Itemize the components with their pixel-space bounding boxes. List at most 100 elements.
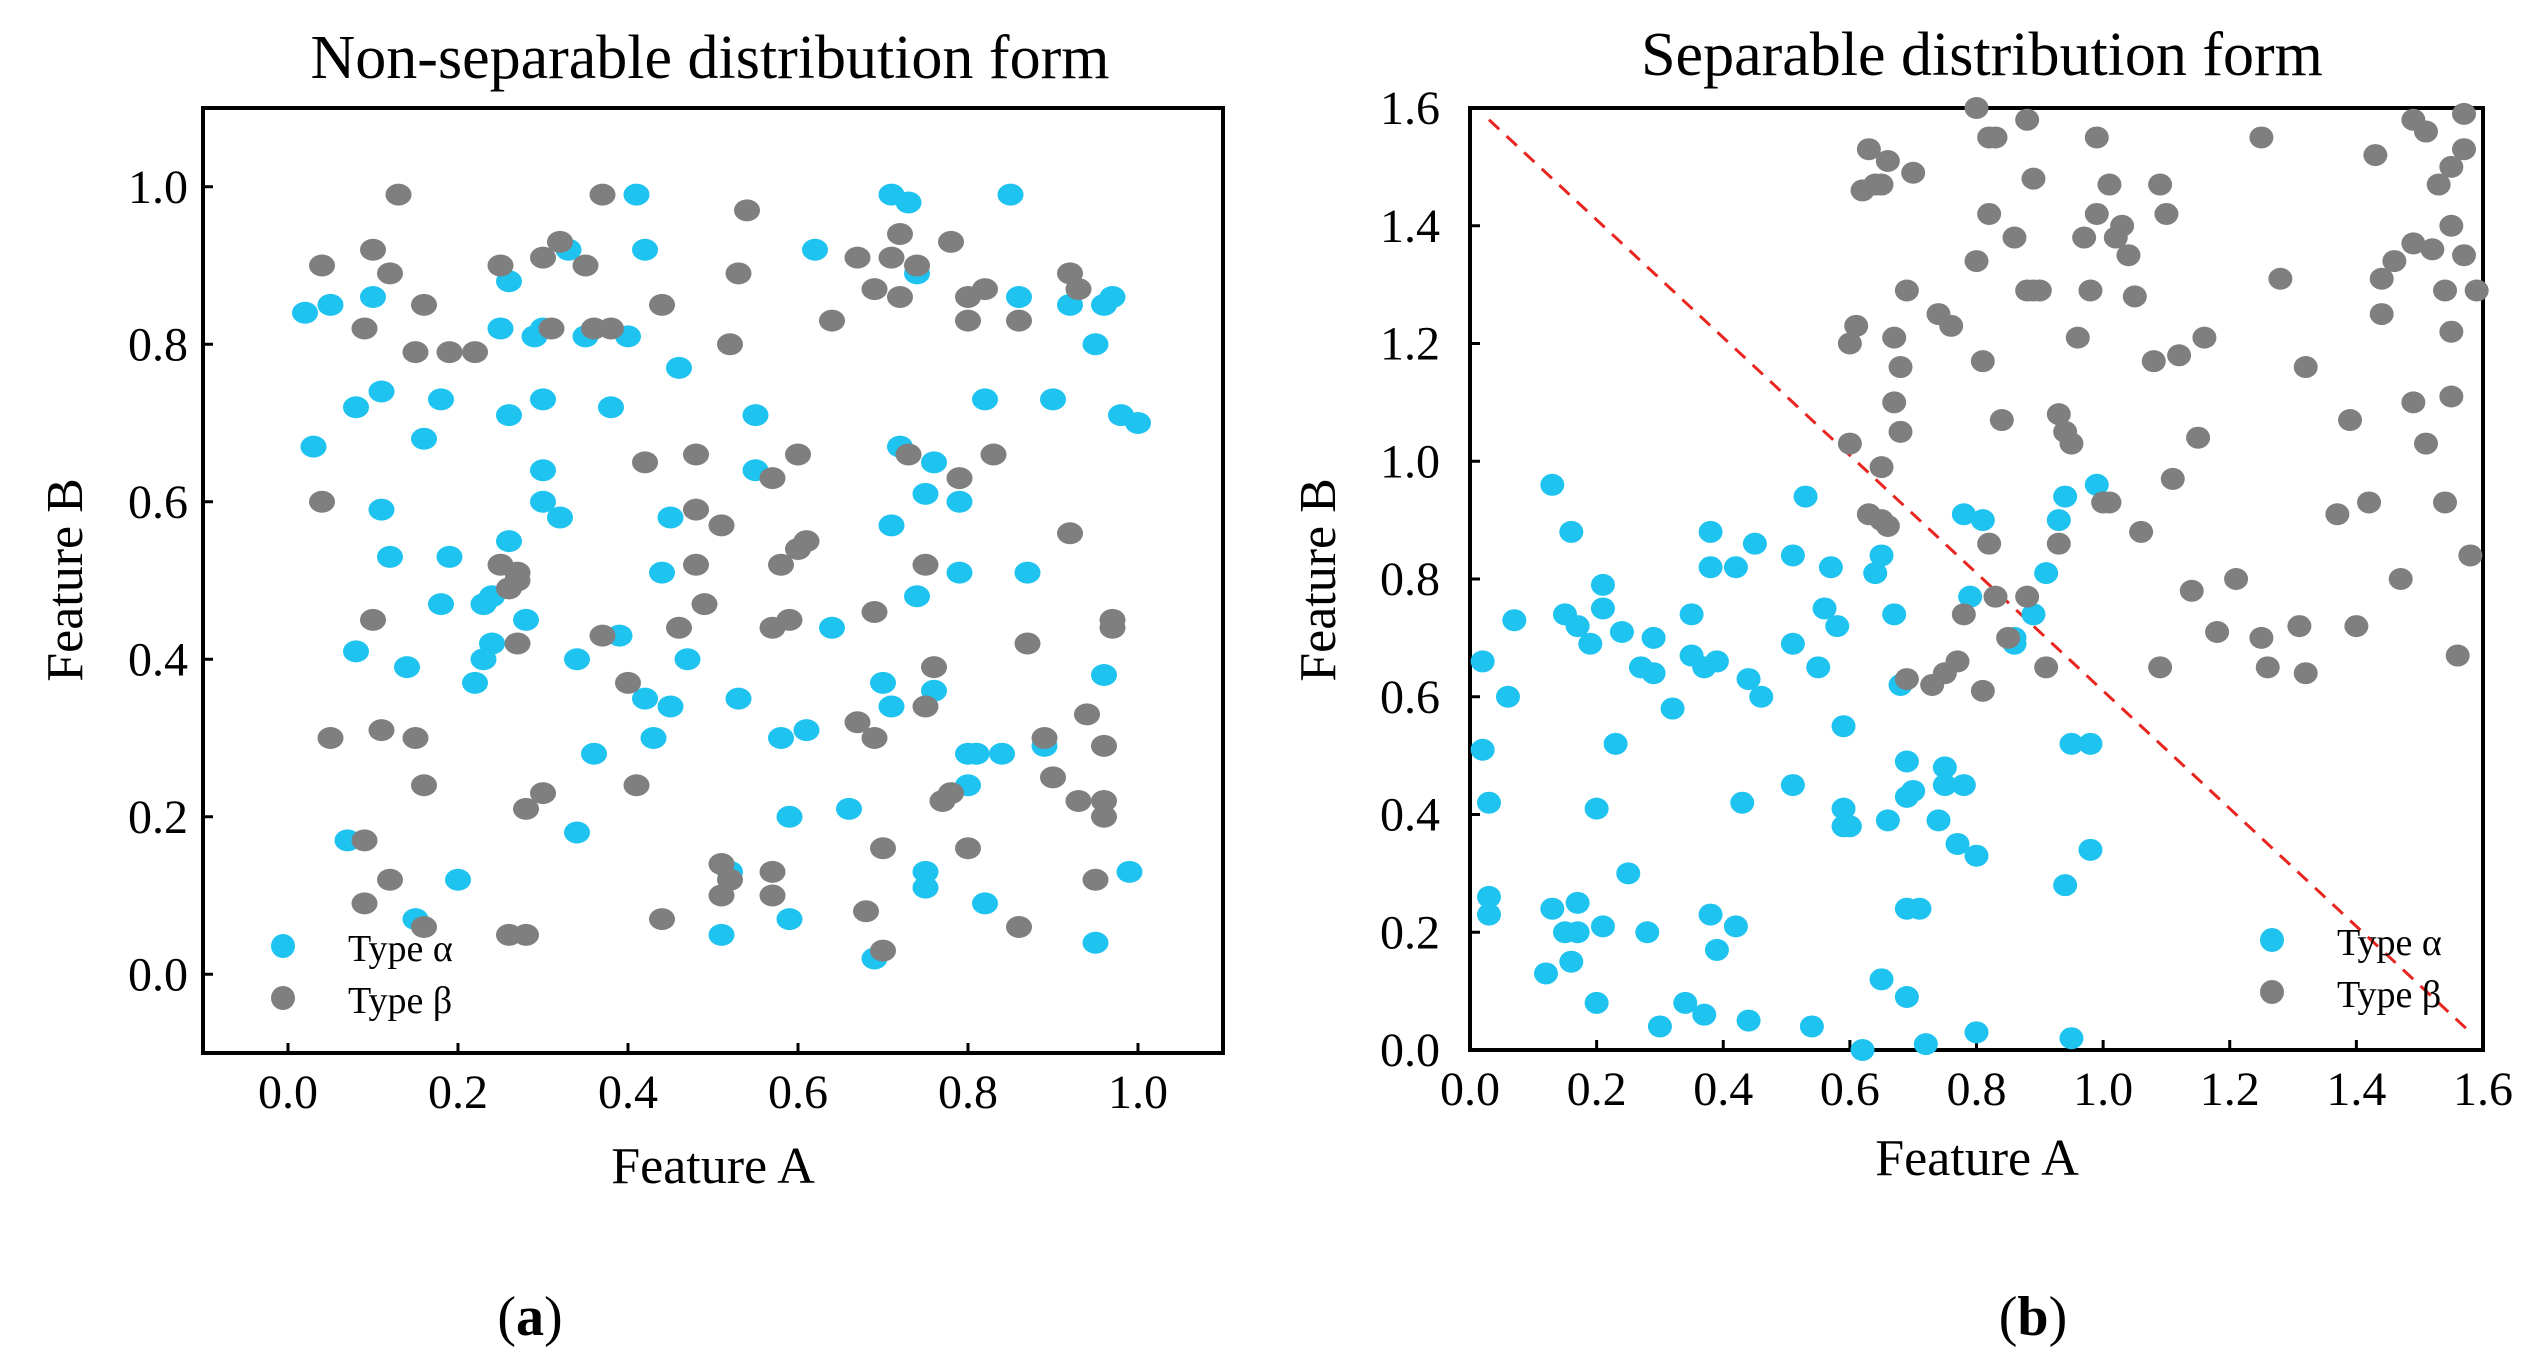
- panel-a-point-alpha: [496, 530, 522, 553]
- panel-a-ytick-label: 0.2: [128, 791, 188, 844]
- panel-a-point-alpha: [1040, 388, 1066, 411]
- panel-a-point-beta: [912, 553, 939, 576]
- panel-a-ytick-label: 0.4: [128, 633, 188, 686]
- panel-b-point-beta: [2141, 350, 2166, 373]
- panel-b-point-alpha: [1951, 774, 1976, 797]
- panel-a-point-alpha: [946, 490, 973, 513]
- panel-a-point-beta: [878, 246, 905, 269]
- panel-b-point-alpha: [2078, 732, 2103, 755]
- panel-b-point-beta: [2414, 120, 2439, 143]
- panel-b-point-beta: [2059, 432, 2084, 455]
- panel-b-point-alpha: [1495, 685, 1520, 708]
- panel-b-point-alpha: [1476, 791, 1501, 814]
- panel-a-point-beta: [725, 262, 752, 285]
- panel-a-point-alpha: [742, 404, 769, 427]
- panel-b-point-alpha: [1894, 750, 1919, 773]
- panel-a-point-alpha: [428, 388, 454, 411]
- panel-b-xtick-label: 1.2: [2200, 1063, 2260, 1116]
- panel-b-point-beta: [1844, 314, 1869, 337]
- panel-b-point-beta: [1951, 603, 1976, 626]
- panel-a-ylabel: Feature B: [37, 478, 94, 682]
- panel-a-xtick-label: 0.8: [938, 1066, 998, 1119]
- panel-a-point-alpha: [1082, 333, 1109, 356]
- panel-a-point-alpha: [878, 514, 905, 537]
- panel-a-point-alpha: [360, 286, 386, 308]
- panel-b-point-alpha: [1673, 991, 1698, 1014]
- panel-a-point-beta: [912, 695, 939, 718]
- panel-a-point-alpha: [564, 821, 590, 844]
- panel-b-caption-letter: b: [2017, 1286, 2048, 1348]
- panel-b-point-beta: [2452, 102, 2477, 125]
- panel-b-point-alpha: [1603, 732, 1628, 755]
- panel-a-point-beta: [309, 490, 335, 513]
- panel-b-point-beta: [2433, 491, 2458, 514]
- panel-b-point-beta: [1894, 668, 1919, 691]
- panel-b-point-beta: [1989, 409, 2014, 432]
- panel-a-point-beta: [615, 671, 641, 694]
- panel-b-legend-alpha-marker: [2260, 928, 2284, 952]
- panel-a-point-alpha: [972, 388, 998, 411]
- panel-a-point-beta: [793, 530, 820, 553]
- panel-a-point-beta: [649, 908, 675, 931]
- panel-a-ytick-label: 0.8: [128, 318, 188, 371]
- panel-b-point-beta: [2401, 391, 2426, 414]
- panel-a-point-beta: [1082, 868, 1109, 891]
- panel-b-point-alpha: [2046, 509, 2071, 532]
- panel-b-point-beta: [2116, 244, 2141, 267]
- panel-a-point-beta: [351, 829, 378, 852]
- panel-b-point-beta: [1945, 650, 1970, 673]
- panel-a-point-alpha: [793, 719, 820, 742]
- panel-a-point-beta: [904, 254, 930, 277]
- panel-a-point-beta: [759, 467, 786, 490]
- panel-b-point-alpha: [1907, 897, 1932, 920]
- panel-b-point-alpha: [1736, 1009, 1761, 1032]
- panel-b-point-beta: [2433, 279, 2458, 302]
- panel-a-point-alpha: [343, 640, 369, 663]
- panel-a-xlabel: Feature A: [611, 1138, 815, 1195]
- panel-b-point-beta: [2084, 202, 2109, 225]
- panel-b-point-alpha: [1951, 503, 1976, 526]
- panel-b-point-alpha: [1578, 632, 1603, 655]
- panel-b-point-alpha: [1565, 615, 1590, 638]
- panel-b-point-alpha: [1559, 520, 1584, 543]
- panel-a-point-beta: [853, 900, 879, 923]
- panel-a-point-beta: [462, 341, 488, 364]
- panel-a-point-beta: [360, 238, 386, 261]
- panel-b-point-alpha: [1476, 885, 1501, 908]
- panel-b-point-beta: [1983, 585, 2008, 608]
- panel-a-nonseparable: Non-separable distribution form 0.0 0.2 0.…: [37, 24, 1225, 1348]
- panel-b-point-alpha: [2053, 874, 2078, 897]
- panel-b-point-alpha: [1932, 756, 1957, 779]
- panel-b-separator-line: [1487, 118, 2472, 1034]
- panel-a-point-beta: [589, 183, 616, 206]
- panel-a-point-beta: [436, 341, 463, 364]
- panel-a-point-beta: [623, 774, 650, 797]
- panel-b-point-beta: [2445, 644, 2470, 667]
- panel-b-point-beta: [2369, 267, 2394, 290]
- panel-a-legend-alpha-marker: [271, 934, 295, 958]
- panel-b-point-beta: [1837, 332, 1862, 355]
- panel-a-point-beta: [785, 443, 811, 466]
- panel-a-point-alpha: [1014, 561, 1041, 584]
- panel-a-xtick-label: 1.0: [1108, 1066, 1168, 1119]
- panel-b-xlabel: Feature A: [1875, 1130, 2079, 1187]
- panel-a-point-beta: [980, 443, 1007, 466]
- panel-a-legend-beta-label: Type β: [348, 980, 452, 1022]
- panel-b-point-beta: [1894, 279, 1919, 302]
- panel-b-point-beta: [1977, 202, 2002, 225]
- panel-a-point-beta: [887, 223, 913, 245]
- panel-a-point-alpha: [1125, 412, 1151, 434]
- panel-b-point-beta: [2293, 356, 2318, 379]
- panel-b-point-beta: [2287, 615, 2312, 638]
- panel-b-point-alpha: [1780, 544, 1805, 567]
- panel-b-point-beta: [2034, 656, 2059, 679]
- panel-b-point-beta: [2160, 467, 2185, 490]
- panel-b-point-alpha: [1932, 774, 1957, 797]
- panel-a-xtick-label: 0.0: [258, 1066, 318, 1119]
- panel-b-point-alpha: [1736, 668, 1761, 691]
- panel-b-point-beta: [2452, 244, 2477, 267]
- panel-b-point-beta: [2097, 173, 2122, 196]
- panel-b-xtick-label: 0.0: [1440, 1063, 1500, 1116]
- panel-b-point-alpha: [1730, 791, 1755, 814]
- panel-a-point-beta: [691, 593, 718, 616]
